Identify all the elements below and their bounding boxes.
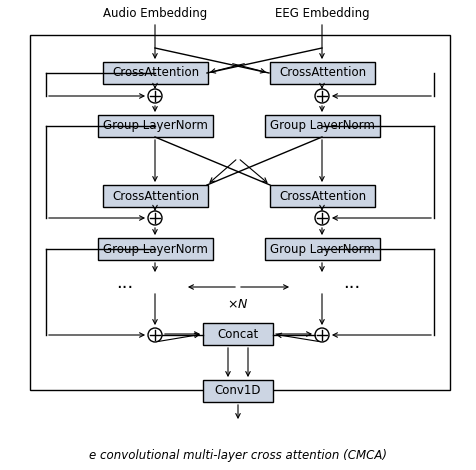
- Text: e convolutional multi-layer cross attention (CMCA): e convolutional multi-layer cross attent…: [89, 448, 387, 462]
- Bar: [270, 62, 375, 84]
- Bar: [203, 323, 273, 345]
- Text: CrossAttention: CrossAttention: [112, 189, 199, 203]
- Bar: [265, 115, 380, 137]
- Bar: [30, 35, 450, 390]
- Text: EEG Embedding: EEG Embedding: [275, 8, 369, 21]
- Text: Concat: Concat: [218, 328, 258, 340]
- Text: CrossAttention: CrossAttention: [279, 66, 366, 79]
- Text: Conv1D: Conv1D: [215, 384, 261, 398]
- Text: ...: ...: [343, 274, 361, 292]
- Text: ...: ...: [116, 274, 134, 292]
- Bar: [270, 185, 375, 207]
- Bar: [265, 238, 380, 260]
- Text: Group LayerNorm: Group LayerNorm: [103, 119, 208, 133]
- Bar: [103, 62, 208, 84]
- Bar: [203, 380, 273, 402]
- Text: $\times N$: $\times N$: [227, 298, 249, 312]
- Text: CrossAttention: CrossAttention: [279, 189, 366, 203]
- Bar: [98, 238, 213, 260]
- Text: Group LayerNorm: Group LayerNorm: [103, 243, 208, 256]
- Bar: [103, 185, 208, 207]
- Text: CrossAttention: CrossAttention: [112, 66, 199, 79]
- Text: Audio Embedding: Audio Embedding: [103, 8, 207, 21]
- Bar: [98, 115, 213, 137]
- Text: Group LayerNorm: Group LayerNorm: [270, 243, 375, 256]
- Text: Group LayerNorm: Group LayerNorm: [270, 119, 375, 133]
